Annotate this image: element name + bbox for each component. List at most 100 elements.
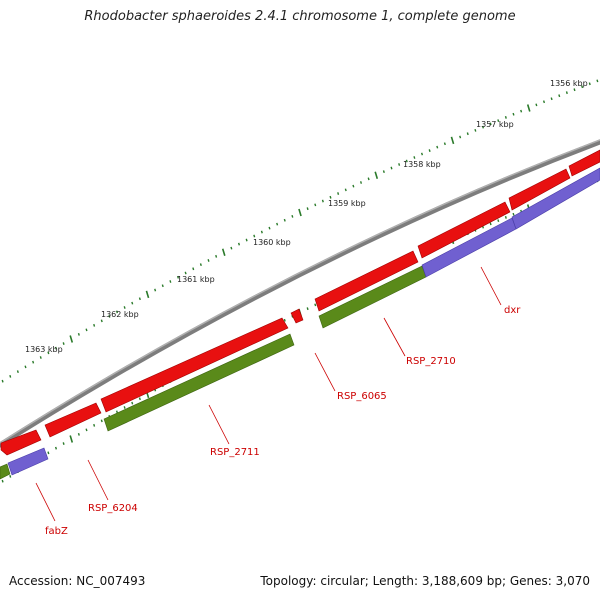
gene-labels: dxr RSP_2710 RSP_6065 RSP_2711 RSP_6204 … bbox=[45, 305, 521, 537]
scale-tick-mark bbox=[573, 88, 576, 92]
scale-tick-mark bbox=[374, 171, 379, 179]
scale-tick-mark bbox=[32, 360, 35, 364]
tick-label-1360: 1360 kbp bbox=[253, 238, 291, 247]
scale-tick-mark bbox=[100, 319, 103, 323]
scale-tick-mark bbox=[253, 234, 256, 238]
gene-label-fabz[interactable]: fabZ bbox=[45, 526, 68, 537]
tick-label-1359: 1359 kbp bbox=[328, 199, 366, 208]
scale-tick-mark bbox=[85, 428, 88, 432]
scale-tick-mark bbox=[466, 132, 469, 136]
scale-tick-mark bbox=[54, 446, 58, 450]
scale-tick-mark bbox=[62, 442, 65, 445]
accession-label: Accession: NC_007493 bbox=[9, 574, 146, 588]
scale-tick-mark bbox=[474, 128, 477, 132]
tick-label-1358: 1358 kbp bbox=[403, 160, 441, 169]
scale-tick-mark bbox=[221, 248, 226, 256]
scale-tick-mark bbox=[489, 122, 492, 126]
scale-tick-mark bbox=[24, 365, 27, 369]
scale-tick-mark bbox=[314, 203, 317, 207]
scale-tick-mark bbox=[100, 419, 103, 423]
scale-tick-mark bbox=[184, 271, 187, 275]
scale-tick-mark bbox=[93, 323, 96, 327]
scale-tick-mark bbox=[47, 351, 50, 355]
gene-arrow-forward[interactable] bbox=[508, 168, 571, 211]
scale-tick-mark bbox=[169, 280, 172, 283]
scale-tick-mark bbox=[154, 288, 157, 292]
scale-tick-mark bbox=[215, 254, 218, 258]
scale-tick-mark bbox=[390, 166, 393, 170]
gene-label-dxr[interactable]: dxr bbox=[504, 305, 521, 316]
scale-tick-mark bbox=[352, 184, 355, 188]
scale-tick-mark bbox=[459, 135, 462, 139]
scale-tick-mark bbox=[283, 318, 286, 322]
scale-tick-mark bbox=[69, 435, 74, 443]
scale-tick-mark bbox=[596, 79, 599, 83]
scale-tick-mark bbox=[306, 307, 309, 311]
gene-label-rsp-6204[interactable]: RSP_6204 bbox=[88, 503, 138, 514]
scale-tick-mark bbox=[337, 192, 340, 195]
scale-tick-mark bbox=[367, 177, 370, 181]
scale-tick-mark bbox=[47, 451, 50, 455]
scale-tick-mark bbox=[535, 103, 538, 107]
gene-arrow-forward[interactable] bbox=[568, 149, 600, 177]
scale-tick-mark bbox=[9, 474, 12, 478]
scale-tick-mark bbox=[413, 156, 416, 159]
tick-label-1357: 1357 kbp bbox=[476, 120, 514, 129]
scale-tick-mark bbox=[565, 91, 568, 95]
gene-bar-reverse-green[interactable] bbox=[103, 333, 295, 432]
gene-label-rsp-6065[interactable]: RSP_6065 bbox=[337, 391, 387, 402]
tick-label-1361: 1361 kbp bbox=[177, 275, 215, 284]
scale-tick-mark bbox=[131, 401, 134, 405]
scale-tick-mark bbox=[329, 195, 332, 199]
gene-arrow-forward[interactable] bbox=[44, 402, 102, 438]
scale-tick-mark bbox=[497, 219, 500, 223]
scale-tick-mark bbox=[93, 423, 96, 427]
scale-tick-mark bbox=[77, 432, 80, 436]
leader-line bbox=[314, 352, 336, 392]
scale-tick-mark bbox=[436, 145, 439, 149]
scale-tick-mark bbox=[443, 142, 446, 146]
forward-strand-genes bbox=[0, 149, 600, 456]
scale-labels: 1356 kbp 1357 kbp 1358 kbp 1359 kbp 1360… bbox=[25, 79, 588, 354]
scale-tick-mark bbox=[520, 109, 523, 113]
tick-label-1362: 1362 kbp bbox=[101, 310, 139, 319]
scale-tick-mark bbox=[512, 212, 515, 216]
scale-tick-mark bbox=[161, 284, 164, 288]
reverse-strand-genes bbox=[0, 167, 600, 480]
scale-tick-mark bbox=[581, 85, 584, 89]
scale-tick-mark bbox=[405, 159, 408, 163]
gene-bar-reverse-green[interactable] bbox=[0, 463, 11, 480]
scale-tick-mark bbox=[542, 100, 546, 104]
scale-tick-mark bbox=[131, 301, 134, 305]
scale-tick-mark bbox=[16, 370, 19, 374]
gene-label-rsp-2710[interactable]: RSP_2710 bbox=[406, 356, 456, 367]
scale-tick-mark bbox=[314, 303, 317, 307]
scale-tick-mark bbox=[291, 214, 294, 218]
scale-tick-mark bbox=[230, 246, 233, 250]
scale-tick-mark bbox=[115, 310, 119, 314]
scale-tick-mark bbox=[512, 112, 515, 116]
gene-arrow-forward[interactable] bbox=[314, 250, 419, 312]
scale-tick-mark bbox=[69, 335, 74, 343]
scale-tick-mark bbox=[62, 342, 65, 345]
gene-arrow-forward[interactable] bbox=[417, 201, 511, 259]
gene-arrow-forward[interactable] bbox=[290, 308, 304, 324]
backbone-arc bbox=[0, 139, 600, 448]
scale-tick-mark bbox=[192, 267, 195, 271]
scale-tick-mark bbox=[276, 222, 279, 226]
scale-tick-mark bbox=[199, 263, 202, 267]
scale-tick-marks bbox=[1, 79, 599, 483]
gene-arrow-forward[interactable] bbox=[100, 317, 289, 413]
scale-tick-mark bbox=[108, 314, 111, 318]
scale-tick-mark bbox=[268, 226, 271, 230]
gene-bar-reverse-blue[interactable] bbox=[7, 447, 49, 476]
scale-tick-mark bbox=[550, 97, 553, 101]
gene-arrow-forward[interactable] bbox=[0, 429, 42, 456]
scale-tick-mark bbox=[321, 199, 324, 203]
scale-tick-mark bbox=[588, 82, 591, 86]
scale-tick-mark bbox=[237, 242, 241, 246]
backbone-arc-highlight bbox=[0, 139, 600, 444]
gene-bar-reverse-blue[interactable] bbox=[511, 167, 600, 230]
gene-label-rsp-2711[interactable]: RSP_2711 bbox=[210, 447, 260, 458]
